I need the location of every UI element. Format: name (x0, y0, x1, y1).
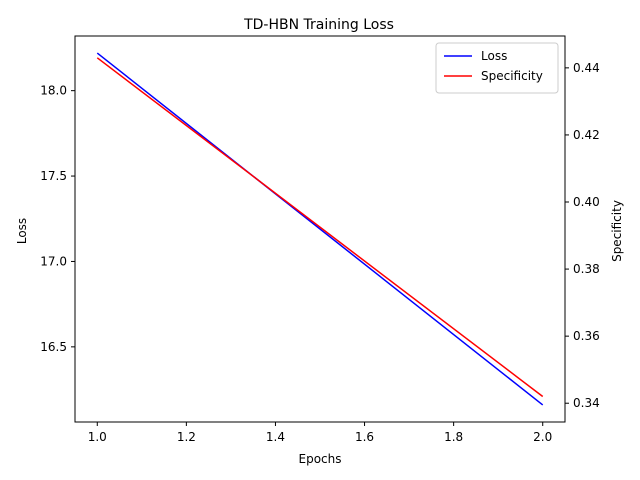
series-line-specificity (96, 57, 544, 398)
series-line-loss (96, 52, 544, 406)
x-axis: 1.0 1.2 1.4 1.6 1.8 2.0 (88, 422, 552, 444)
y2-axis-label: Specificity (610, 200, 624, 262)
y-tick-label: 17.0 (40, 254, 67, 268)
y2-tick-label: 0.42 (573, 128, 600, 142)
legend-label: Specificity (481, 69, 543, 83)
x-tick-label: 2.0 (533, 430, 552, 444)
series-lines (96, 52, 544, 406)
x-tick-label: 1.6 (355, 430, 374, 444)
x-tick-label: 1.8 (444, 430, 463, 444)
y2-tick-label: 0.38 (573, 262, 600, 276)
y2-tick-label: 0.40 (573, 195, 600, 209)
y-tick-label: 16.5 (40, 340, 67, 354)
y2-tick-label: 0.34 (573, 396, 600, 410)
x-axis-label: Epochs (299, 452, 342, 466)
legend-label: Loss (481, 49, 507, 63)
y-axis-label: Loss (15, 218, 29, 244)
y2-tick-label: 0.36 (573, 329, 600, 343)
x-tick-label: 1.4 (266, 430, 285, 444)
x-tick-label: 1.0 (88, 430, 107, 444)
y2-tick-label: 0.44 (573, 61, 600, 75)
y-tick-label: 18.0 (40, 84, 67, 98)
y-axis-left: 16.5 17.0 17.5 18.0 (40, 84, 75, 354)
legend: Loss Specificity (435, 42, 559, 94)
y-axis-right: 0.34 0.36 0.38 0.40 0.42 0.44 (565, 61, 600, 410)
plot-frame (74, 35, 566, 423)
x-tick-label: 1.2 (177, 430, 196, 444)
y-tick-label: 17.5 (40, 169, 67, 183)
chart-title: TD-HBN Training Loss (243, 17, 394, 33)
